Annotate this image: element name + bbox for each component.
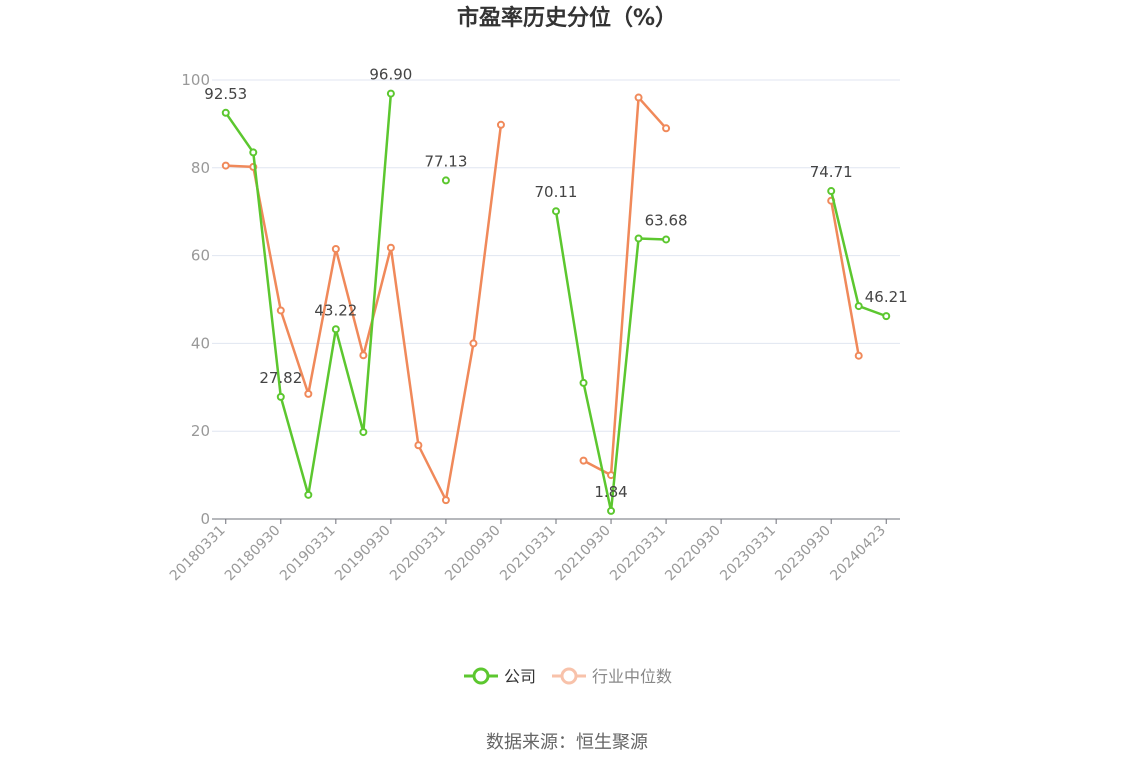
x-tick-label: 20230930	[772, 523, 834, 585]
data-point	[331, 245, 340, 254]
data-point	[634, 93, 643, 102]
data-label: 46.21	[865, 288, 908, 306]
data-point	[221, 108, 230, 117]
data-point	[221, 161, 230, 170]
data-point	[579, 378, 588, 387]
data-point	[441, 176, 450, 185]
data-label: 1.84	[594, 483, 627, 501]
data-point	[276, 306, 285, 315]
data-point	[607, 471, 616, 480]
x-tick-label: 20210331	[497, 523, 559, 585]
y-tick-label: 60	[191, 247, 210, 265]
y-tick-label: 20	[191, 422, 210, 440]
data-label: 96.90	[369, 66, 412, 84]
data-label: 92.53	[204, 85, 247, 103]
data-point	[827, 187, 836, 196]
data-label: 63.68	[645, 211, 688, 229]
y-tick-label: 0	[200, 510, 210, 528]
x-tick-label: 20190930	[332, 523, 394, 585]
x-tick-label: 20240423	[827, 523, 889, 585]
chart-title: 市盈率历史分位（%）	[457, 5, 677, 31]
legend-marker	[472, 667, 490, 685]
series-公司	[221, 89, 891, 515]
data-point	[386, 89, 395, 98]
data-point	[414, 441, 423, 450]
data-point	[386, 243, 395, 252]
x-tick-label: 20200930	[442, 523, 504, 585]
x-tick-label: 20210930	[552, 523, 614, 585]
series-line	[225, 124, 503, 502]
y-tick-label: 80	[191, 159, 210, 177]
data-label: 74.71	[810, 163, 853, 181]
x-tick-label: 20220331	[607, 523, 669, 585]
data-point	[331, 325, 340, 334]
data-point	[304, 490, 313, 499]
data-point	[882, 312, 891, 321]
data-point	[854, 351, 863, 360]
data-label: 70.11	[535, 183, 578, 201]
data-point	[854, 302, 863, 311]
legend-label: 公司	[504, 667, 536, 686]
data-point	[552, 207, 560, 216]
data-point	[662, 235, 671, 244]
data-point	[359, 428, 368, 437]
data-label: 27.82	[259, 369, 302, 387]
series-line	[582, 96, 668, 477]
x-tick-label: 20180930	[222, 523, 284, 585]
x-tick-label: 20180331	[167, 523, 229, 585]
data-point	[662, 124, 671, 133]
series-line	[829, 200, 860, 356]
x-tick-label: 20220930	[662, 523, 724, 585]
data-point	[579, 456, 588, 465]
legend-item-公司[interactable]: 公司	[464, 667, 536, 686]
legend-label: 行业中位数	[592, 667, 672, 686]
x-tick-label: 20190331	[277, 523, 339, 585]
x-tick-label: 20230331	[717, 523, 779, 585]
y-tick-label: 40	[191, 334, 210, 352]
data-point	[249, 148, 258, 157]
data-point	[607, 506, 616, 515]
data-point	[276, 392, 285, 401]
source-note: 数据来源：恒生聚源	[486, 732, 648, 753]
grid	[212, 79, 900, 432]
data-label: 43.22	[314, 301, 357, 319]
y-tick-label: 100	[181, 71, 210, 89]
data-point	[441, 496, 450, 505]
series-lines	[221, 89, 891, 515]
data-point	[304, 389, 313, 398]
series-行业中位数	[221, 93, 863, 505]
data-point	[359, 351, 368, 360]
data-labels: 92.53 27.82 43.22 96.90 77.13 70.11 1.84 63.68 7…	[204, 66, 907, 501]
axes: 0 20 40 60 80 100 2018033120180930201903312019…	[167, 71, 900, 584]
legend-marker	[560, 667, 578, 685]
data-point	[634, 234, 643, 243]
legend[interactable]: 公司 行业中位数	[464, 667, 672, 686]
x-tick-label: 20200331	[387, 523, 449, 585]
data-label: 77.13	[424, 152, 467, 170]
legend-item-行业中位数[interactable]: 行业中位数	[552, 667, 672, 686]
data-point	[469, 339, 478, 348]
data-point	[496, 120, 505, 129]
